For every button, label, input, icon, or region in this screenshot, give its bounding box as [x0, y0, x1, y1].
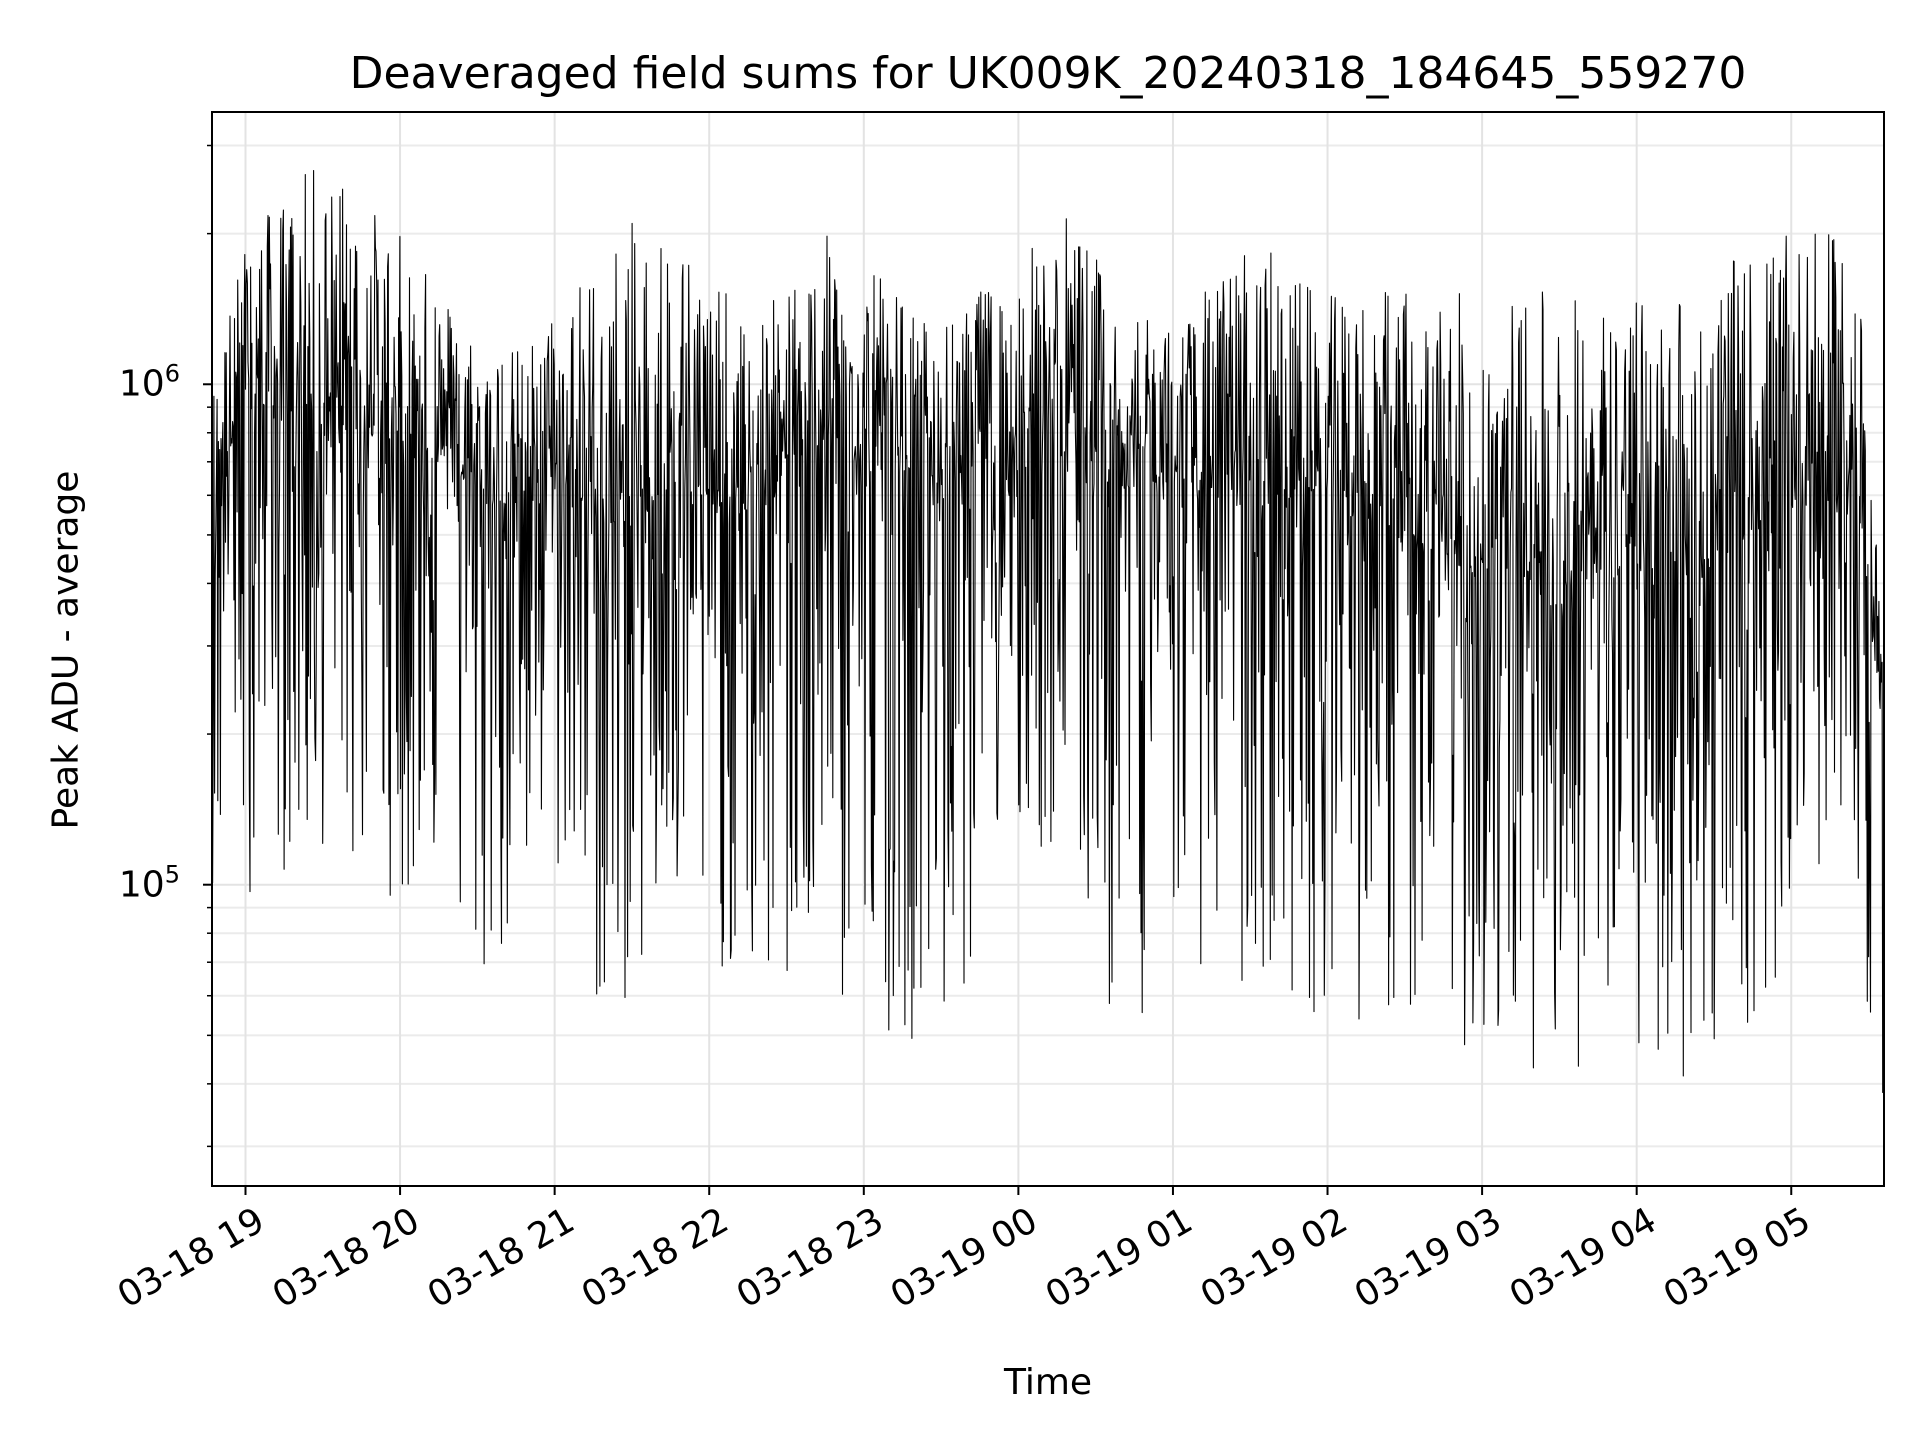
y-axis-label: Peak ADU - average: [45, 470, 87, 830]
series-path: [211, 169, 1885, 1094]
plot-frame: [211, 111, 1885, 1187]
series-line: [211, 169, 1885, 1094]
axis-ticks: [203, 144, 1793, 1195]
y-tick-label: 106: [118, 359, 180, 405]
x-axis-label: Time: [1003, 1362, 1093, 1403]
chart-title: Deaveraged field sums for UK009K_2024031…: [349, 48, 1747, 99]
y-tick-label: 105: [118, 860, 180, 906]
